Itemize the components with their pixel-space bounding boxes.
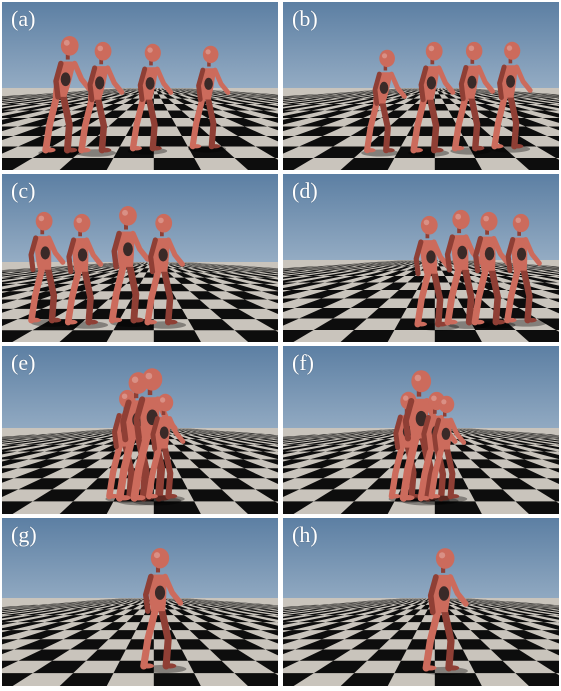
humanoid-figure [471, 211, 516, 329]
panel-h-label: (h) [292, 522, 318, 547]
panel-h-scene [283, 518, 559, 686]
panel-d-label: (d) [292, 178, 318, 203]
panel-c: (c) [2, 174, 278, 342]
humanoid-figure [408, 41, 456, 157]
humanoid-figure [140, 548, 187, 674]
humanoid-figure [28, 211, 73, 327]
panel-g-scene [2, 518, 278, 686]
checkerboard-floor [2, 598, 278, 686]
humanoid-figure [504, 213, 547, 327]
humanoid-figure [144, 213, 187, 329]
panel-c-scene [2, 174, 278, 342]
panel-d: (d) [283, 174, 559, 342]
panel-f-scene [283, 346, 559, 514]
panel-e: (e) [2, 346, 278, 514]
panel-a: (a) [2, 2, 278, 170]
panel-h: (h) [283, 518, 559, 686]
humanoid-figure [108, 205, 154, 327]
humanoid-figure [127, 43, 174, 155]
humanoid-figure [428, 395, 468, 503]
panel-b: (b) [283, 2, 559, 170]
panel-a-label: (a) [11, 6, 36, 31]
panel-f: (f) [283, 346, 559, 514]
humanoid-figure [450, 41, 496, 155]
panel-c-label: (c) [11, 178, 36, 203]
panel-g-label: (g) [11, 522, 37, 547]
panel-f-label: (f) [292, 350, 314, 375]
panel-e-label: (e) [11, 350, 36, 375]
humanoid-figure [490, 41, 533, 153]
panel-b-scene [283, 2, 559, 170]
humanoid-figure [38, 35, 93, 157]
humanoid-figure [422, 548, 469, 676]
panel-g: (g) [2, 518, 278, 686]
humanoid-figure [188, 45, 231, 153]
humanoid-figure [399, 370, 450, 506]
humanoid-figure [361, 49, 407, 157]
panel-a-scene [2, 2, 278, 170]
humanoid-figure [64, 213, 109, 329]
panel-d-scene [283, 174, 559, 342]
panel-e-scene [2, 346, 278, 514]
panel-b-label: (b) [292, 6, 318, 31]
humanoid-figure [145, 393, 186, 503]
checkerboard-floor [283, 598, 559, 686]
humanoid-figure [75, 41, 125, 157]
